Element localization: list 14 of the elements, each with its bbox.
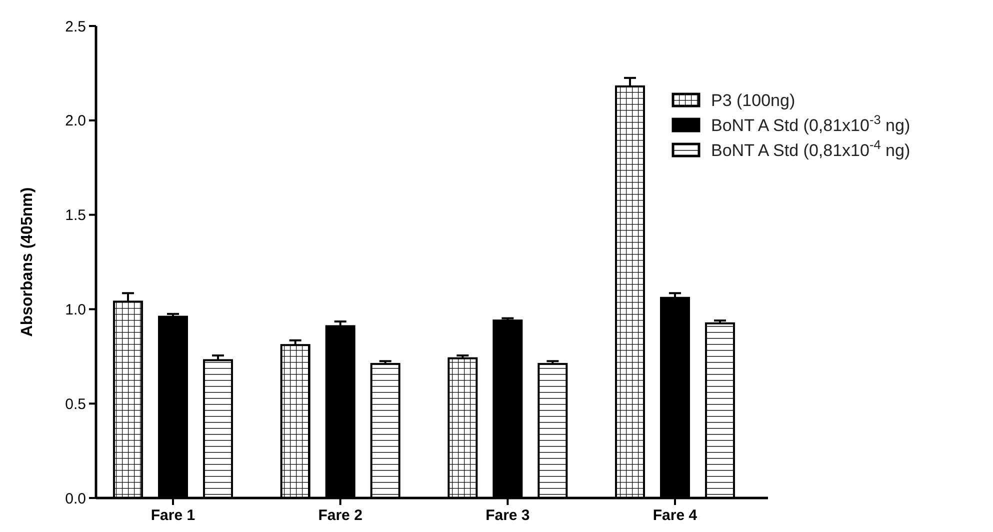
y-tick-label: 2.5 <box>65 18 86 36</box>
x-tick-label: Fare 4 <box>652 507 698 524</box>
x-tick-label: Fare 2 <box>318 507 362 524</box>
x-tick-label: Fare 1 <box>150 507 196 524</box>
y-tick-label: 1.5 <box>65 207 86 224</box>
y-tick-label: 1.0 <box>65 301 86 318</box>
legend-label: P3 (100ng) <box>711 90 796 110</box>
y-tick-label: 0.0 <box>65 490 86 508</box>
x-tick-label: Fare 3 <box>486 507 530 524</box>
y-tick-label: 0.5 <box>65 396 86 413</box>
legend-label: BoNT A Std (0,81x10$^{-3}$ ng) <box>711 111 910 135</box>
y-tick-label: 2.0 <box>65 112 86 130</box>
legend-label: BoNT A Std (0,81x10$^{-4}$ ng) <box>711 136 910 160</box>
y-axis-title: Absorbans (405nm) <box>19 187 36 337</box>
